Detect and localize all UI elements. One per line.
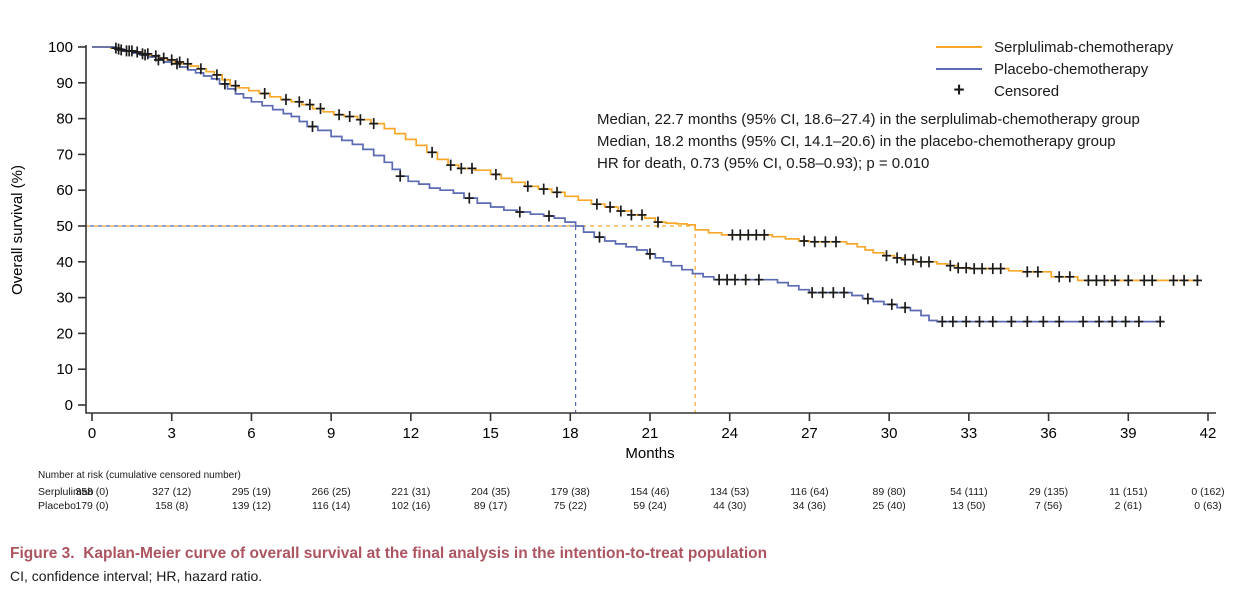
risk-value: 154 (46) — [630, 486, 670, 498]
risk-value: 25 (40) — [872, 500, 906, 512]
risk-row-label-serplulimab: Serplulimab — [38, 486, 94, 498]
risk-value: 158 (8) — [155, 500, 189, 512]
median-guides — [86, 225, 696, 413]
risk-value: 204 (35) — [471, 486, 511, 498]
legend-row-placebo: Placebo-chemotherapy — [936, 58, 1173, 80]
risk-table-header: Number at risk (cumulative censored numb… — [38, 470, 241, 481]
svg-text:24: 24 — [721, 425, 738, 442]
svg-text:80: 80 — [56, 111, 73, 128]
svg-text:39: 39 — [1120, 425, 1137, 442]
legend-row-serplulimab: Serplulimab-chemotherapy — [936, 36, 1173, 58]
svg-text:70: 70 — [56, 146, 73, 163]
risk-value: 75 (22) — [553, 500, 587, 512]
placebo-curve — [92, 46, 1163, 323]
svg-text:30: 30 — [56, 290, 73, 307]
annotation-line-placebo: Median, 18.2 months (95% CI, 14.1–20.6) … — [597, 133, 1116, 150]
svg-text:21: 21 — [642, 425, 659, 442]
risk-value: 358 (0) — [75, 486, 109, 498]
risk-value: 34 (36) — [792, 500, 827, 512]
annotation-line-hr: HR for death, 0.73 (95% CI, 0.58–0.93); … — [597, 155, 930, 172]
svg-text:10: 10 — [56, 361, 73, 378]
svg-text:12: 12 — [403, 425, 420, 442]
svg-text:33: 33 — [961, 425, 978, 442]
risk-value: 89 (17) — [473, 500, 508, 512]
figure-footnote: CI, confidence interval; HR, hazard rati… — [10, 568, 263, 584]
risk-value: 134 (53) — [710, 486, 750, 498]
svg-text:42: 42 — [1200, 425, 1217, 442]
svg-text:30: 30 — [881, 425, 898, 442]
y-axis-title: Overall survival (%) — [9, 165, 26, 295]
svg-text:50: 50 — [56, 218, 73, 235]
risk-value: 54 (111) — [950, 486, 988, 498]
risk-value: 295 (19) — [231, 486, 271, 498]
censored-plus-icon: + — [953, 80, 965, 101]
svg-text:20: 20 — [56, 325, 73, 342]
placebo-censor-marks — [114, 43, 1165, 328]
serplulimab-line-sample — [936, 46, 982, 48]
placebo-line-sample — [936, 68, 982, 70]
svg-text:90: 90 — [56, 75, 73, 92]
risk-value: 221 (31) — [391, 486, 431, 498]
legend-label-censored: Censored — [994, 82, 1060, 100]
risk-value: 179 (38) — [550, 486, 590, 498]
risk-value: 13 (50) — [952, 500, 986, 512]
risk-value: 89 (80) — [872, 486, 906, 498]
risk-value: 116 (14) — [311, 500, 351, 512]
risk-value: 59 (24) — [633, 500, 667, 512]
risk-row-label-placebo: Placebo — [38, 500, 76, 512]
svg-text:3: 3 — [168, 425, 176, 442]
risk-value: 179 (0) — [75, 500, 109, 512]
svg-text:60: 60 — [56, 182, 73, 199]
svg-text:100: 100 — [48, 39, 73, 56]
svg-text:40: 40 — [56, 254, 73, 271]
risk-value: 44 (30) — [713, 500, 747, 512]
svg-text:0: 0 — [88, 425, 96, 442]
svg-text:6: 6 — [247, 425, 255, 442]
risk-value: 0 (63) — [1194, 500, 1222, 512]
risk-value: 2 (61) — [1114, 500, 1142, 512]
svg-text:0: 0 — [65, 397, 73, 414]
legend: Serplulimab-chemotherapy Placebo-chemoth… — [936, 36, 1173, 102]
risk-value: 139 (12) — [231, 500, 271, 512]
x-axis-title: Months — [625, 445, 674, 462]
svg-text:15: 15 — [482, 425, 499, 442]
legend-row-censored: + Censored — [936, 80, 1173, 102]
risk-value: 7 (56) — [1034, 500, 1063, 512]
svg-text:27: 27 — [801, 425, 818, 442]
risk-value: 266 (25) — [311, 486, 351, 498]
svg-text:36: 36 — [1040, 425, 1057, 442]
median-annotation: Median, 22.7 months (95% CI, 18.6–27.4) … — [597, 109, 1140, 175]
svg-text:18: 18 — [562, 425, 579, 442]
annotation-line-serplulimab: Median, 22.7 months (95% CI, 18.6–27.4) … — [597, 111, 1140, 128]
legend-label-serplulimab: Serplulimab-chemotherapy — [994, 38, 1174, 56]
legend-label-placebo: Placebo-chemotherapy — [994, 60, 1149, 78]
risk-value: 116 (64) — [790, 486, 829, 498]
figure-caption: Figure 3. Kaplan-Meier curve of overall … — [10, 545, 768, 562]
risk-value: 11 (151) — [1109, 486, 1148, 498]
svg-text:9: 9 — [327, 425, 335, 442]
risk-value: 29 (135) — [1029, 486, 1069, 498]
risk-value: 0 (162) — [1191, 486, 1225, 498]
risk-value: 102 (16) — [391, 500, 431, 512]
risk-value: 327 (12) — [152, 486, 192, 498]
